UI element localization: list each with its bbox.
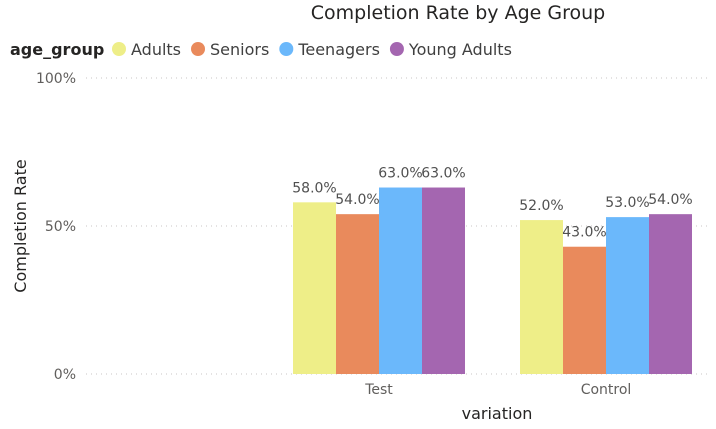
legend-marker-1[interactable] bbox=[191, 42, 206, 56]
data-label-test-0: 58.0% bbox=[292, 180, 336, 196]
y-tick-label-1: 50% bbox=[45, 219, 76, 235]
x-tick-label-1: Control bbox=[581, 382, 632, 398]
chart-title: Completion Rate by Age Group bbox=[311, 2, 605, 24]
x-axis-title: variation bbox=[462, 404, 533, 423]
y-axis-title: Completion Rate bbox=[11, 159, 30, 292]
y-axis: 0% 50% 100% bbox=[36, 71, 76, 383]
legend-label-1[interactable]: Seniors bbox=[210, 40, 269, 59]
legend-label-2[interactable]: Teenagers bbox=[297, 40, 380, 59]
bar-control-3[interactable] bbox=[649, 214, 692, 374]
data-label-control-1: 43.0% bbox=[562, 225, 606, 241]
data-label-test-1: 54.0% bbox=[335, 192, 379, 208]
legend: age_group Adults Seniors Teenagers Young Ad… bbox=[10, 40, 512, 59]
bar-control-1[interactable] bbox=[563, 246, 606, 374]
bar-test-2[interactable] bbox=[379, 187, 422, 374]
bar-test-0[interactable] bbox=[293, 202, 336, 374]
x-tick-label-0: Test bbox=[364, 382, 393, 398]
bar-control-2[interactable] bbox=[606, 217, 649, 374]
data-label-control-2: 53.0% bbox=[605, 195, 649, 211]
legend-marker-3[interactable] bbox=[389, 42, 404, 56]
bars bbox=[293, 187, 692, 374]
legend-marker-2[interactable] bbox=[279, 42, 294, 56]
data-label-control-0: 52.0% bbox=[519, 198, 563, 214]
data-labels: 58.0%54.0%63.0%63.0%52.0%43.0%53.0%54.0% bbox=[292, 166, 692, 241]
bar-test-1[interactable] bbox=[336, 214, 379, 374]
data-label-test-2: 63.0% bbox=[378, 166, 422, 182]
legend-label-0[interactable]: Adults bbox=[131, 40, 181, 59]
legend-title: age_group bbox=[10, 40, 104, 59]
legend-marker-0[interactable] bbox=[112, 42, 126, 56]
x-axis: Test Control bbox=[364, 382, 631, 398]
data-label-control-3: 54.0% bbox=[648, 192, 692, 208]
y-tick-label-2: 100% bbox=[36, 71, 76, 87]
data-label-test-3: 63.0% bbox=[421, 166, 465, 182]
legend-label-3[interactable]: Young Adults bbox=[408, 40, 512, 59]
bar-test-3[interactable] bbox=[422, 187, 465, 374]
bar-control-0[interactable] bbox=[520, 220, 563, 374]
y-tick-label-0: 0% bbox=[54, 367, 76, 383]
